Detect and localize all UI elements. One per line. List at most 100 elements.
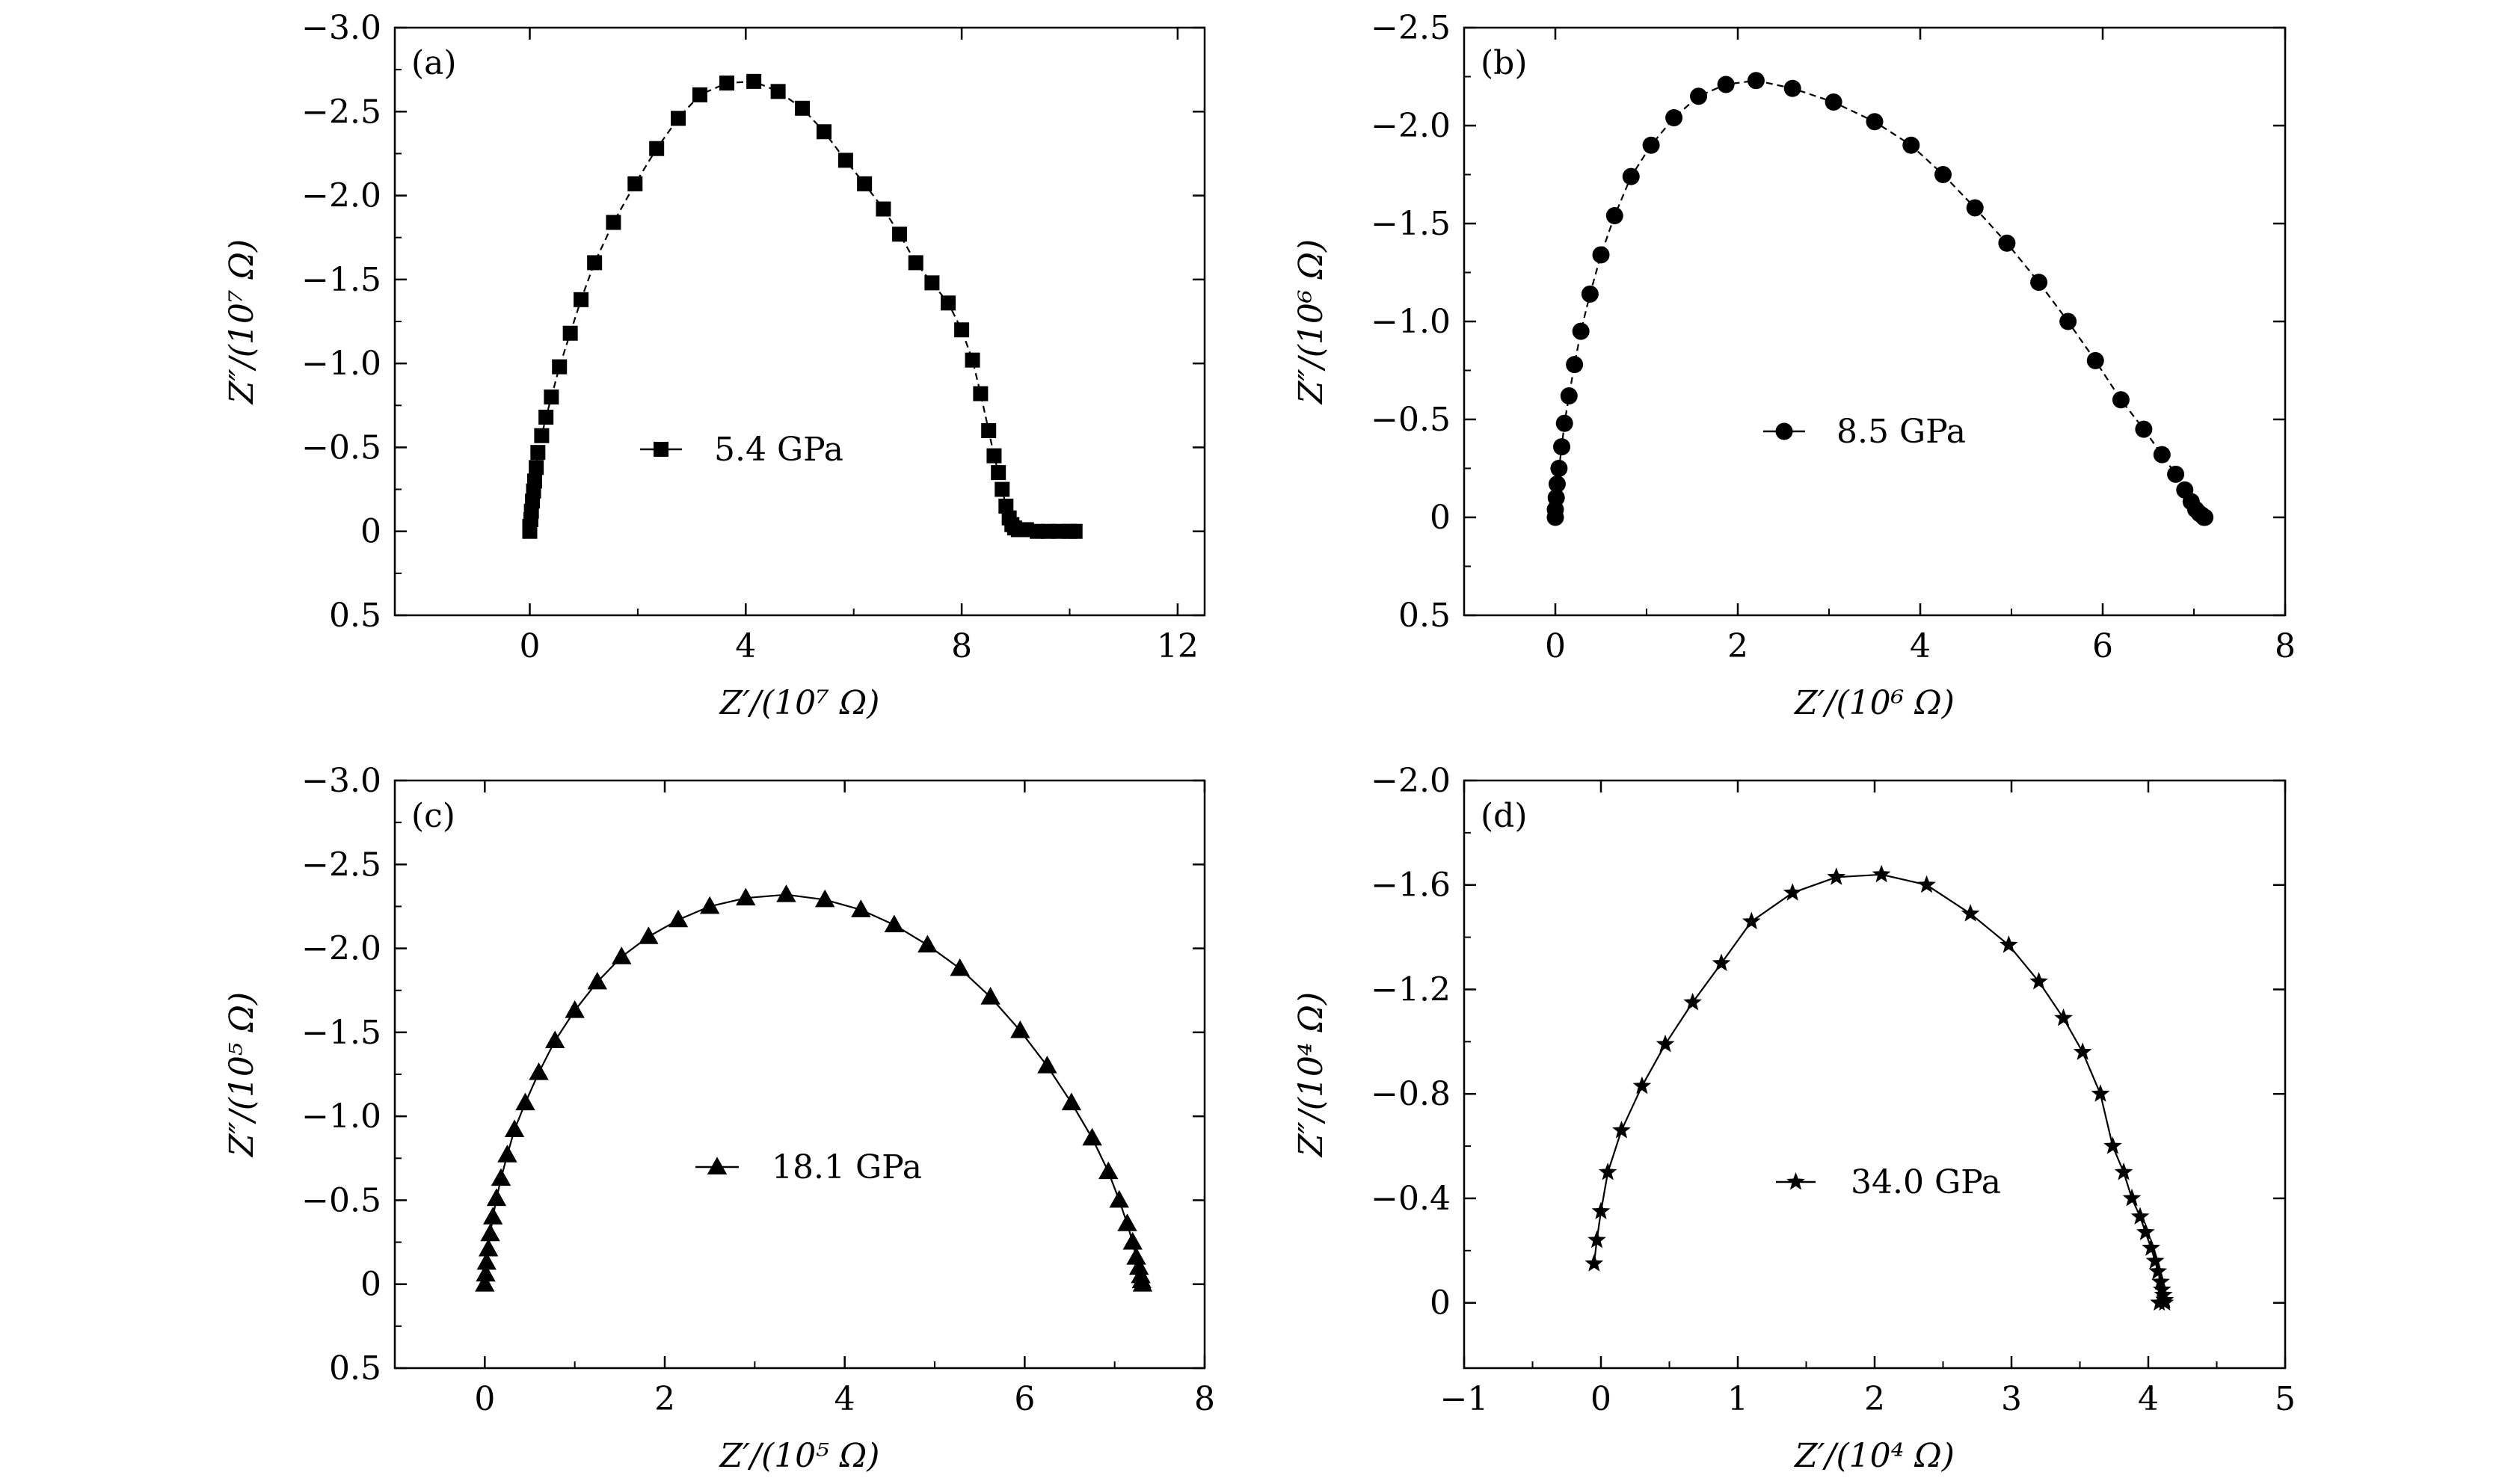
data-point — [991, 465, 1006, 481]
legend-marker — [654, 442, 668, 457]
y-tick-label: −1.5 — [1371, 205, 1451, 243]
data-point — [924, 275, 940, 291]
x-tick-label: −1 — [1440, 1380, 1489, 1418]
x-tick-label: 12 — [1157, 627, 1199, 665]
data-point — [776, 884, 796, 902]
data-point — [1122, 1231, 1143, 1250]
data-point — [1548, 475, 1566, 493]
data-point — [795, 100, 811, 116]
x-tick-label: 0 — [1590, 1380, 1611, 1418]
data-point — [1128, 1257, 1149, 1275]
y-tick-label: −2.5 — [301, 93, 381, 131]
data-point — [1061, 1092, 1082, 1111]
y-tick-label: −2.5 — [301, 846, 381, 884]
data-point — [1825, 93, 1842, 111]
data-point — [2029, 971, 2048, 990]
data-point — [562, 325, 578, 341]
y-tick-label: 0.5 — [1398, 597, 1451, 635]
y-axis-label: Z″/(10⁵ Ω) — [223, 992, 261, 1158]
data-point — [981, 422, 997, 438]
y-tick-label: 0 — [1430, 499, 1451, 537]
series-line — [1554, 79, 2205, 519]
plot-frame — [393, 779, 1206, 1370]
y-tick-label: −2.0 — [301, 930, 381, 968]
data-point — [1560, 387, 1578, 405]
data-point — [1656, 1034, 1675, 1053]
data-point — [1109, 1189, 1129, 1208]
data-point — [1547, 489, 1565, 507]
data-point — [917, 935, 938, 952]
data-point — [980, 987, 1001, 1005]
legend-label: 34.0 GPa — [1851, 1163, 2001, 1201]
data-point — [857, 176, 873, 191]
data-point — [2145, 1251, 2165, 1269]
data-point — [2154, 1285, 2173, 1303]
plot-frame — [393, 26, 1206, 617]
data-point — [1934, 166, 1952, 183]
data-point — [529, 460, 544, 475]
data-point — [1605, 207, 1623, 225]
data-point — [965, 352, 980, 368]
data-point — [1961, 904, 1980, 922]
data-point — [2130, 1207, 2150, 1225]
panel-label: (c) — [411, 797, 455, 835]
data-point — [2103, 1136, 2122, 1154]
data-point — [1082, 1127, 1102, 1146]
data-point — [2073, 1042, 2092, 1060]
data-point — [746, 73, 762, 89]
data-point — [486, 1188, 507, 1207]
data-point — [1872, 864, 1891, 883]
data-point — [2152, 1280, 2171, 1298]
data-point — [2054, 1008, 2073, 1026]
data-point — [1712, 953, 1731, 972]
data-point — [1717, 76, 1735, 93]
data-point — [837, 153, 853, 168]
chart-panels: 0 4 8 12−3.0−2.5−2.0−1.5−1.0−0.500.5Z′/(10⁷… — [223, 9, 2296, 1475]
x-tick-label: 2 — [654, 1380, 675, 1418]
y-tick-label: 0 — [360, 513, 381, 551]
x-tick-label: 0 — [474, 1380, 495, 1418]
data-point — [1622, 167, 1640, 185]
x-axis-label: Z′/(10⁴ Ω) — [1793, 1437, 1955, 1475]
panel-label: (a) — [411, 44, 457, 82]
data-point — [1098, 1161, 1119, 1180]
y-tick-label: −1.0 — [1371, 303, 1451, 341]
data-point — [2196, 508, 2214, 526]
data-point — [544, 1030, 565, 1048]
data-point — [1067, 523, 1083, 539]
data-point — [530, 445, 546, 461]
y-tick-label: −1.0 — [301, 1097, 381, 1136]
y-tick-label: −2.0 — [301, 177, 381, 215]
data-point — [574, 292, 589, 307]
data-point — [552, 359, 568, 375]
data-point — [1683, 992, 1702, 1011]
data-point — [1917, 875, 1936, 893]
x-tick-label: 8 — [2275, 627, 2296, 665]
y-tick-label: −2.5 — [1371, 9, 1451, 47]
x-tick-label: 4 — [834, 1380, 855, 1418]
data-point — [1126, 1247, 1146, 1265]
legend-label: 5.4 GPa — [714, 431, 843, 469]
data-point — [736, 887, 756, 906]
data-point — [476, 1251, 497, 1270]
y-tick-label: 0.5 — [329, 597, 381, 635]
data-point — [1010, 1020, 1030, 1038]
data-point — [2136, 1222, 2155, 1240]
x-tick-label: 2 — [1864, 1380, 1885, 1418]
data-point — [671, 111, 686, 126]
data-point — [770, 84, 786, 99]
data-point — [2167, 465, 2185, 483]
data-point — [475, 1274, 495, 1292]
series-line — [484, 893, 1144, 1284]
data-point — [851, 899, 871, 917]
y-tick-label: −3.0 — [301, 9, 381, 47]
data-point — [986, 448, 1002, 464]
data-point — [2086, 351, 2104, 369]
data-point — [1690, 87, 1708, 105]
data-point — [1642, 136, 1660, 154]
legend-marker — [1786, 1172, 1805, 1190]
y-tick-label: −3.0 — [301, 762, 381, 800]
data-point — [1592, 246, 1610, 264]
y-tick-label: −2.0 — [1371, 762, 1451, 800]
